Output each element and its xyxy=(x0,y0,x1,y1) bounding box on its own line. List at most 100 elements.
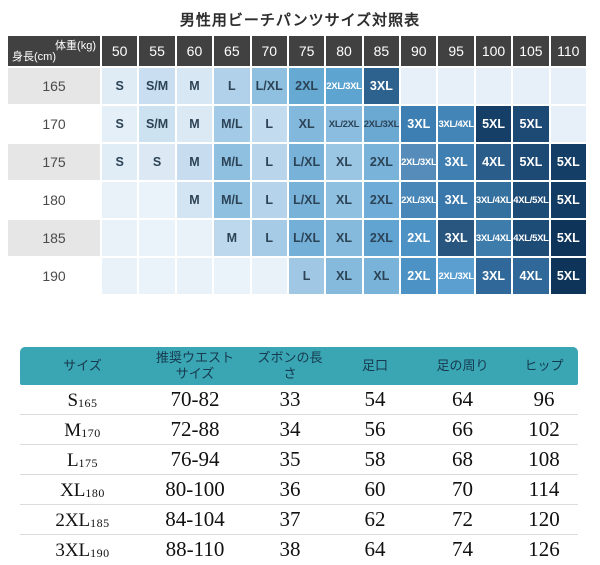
detail-value-cell: 80-100 xyxy=(165,477,225,501)
size-cell: 5XL xyxy=(550,258,586,294)
size-cell: 2XL/3XL xyxy=(326,68,362,104)
size-cell: L xyxy=(251,182,287,218)
size-label-cell: L175 xyxy=(20,447,145,472)
detail-table-row: S165 70-82 33 54 64 96 xyxy=(20,385,578,415)
size-label-cell: 2XL185 xyxy=(20,507,145,532)
size-cell: 5XL xyxy=(513,106,549,142)
size-cell: 3XL xyxy=(438,220,474,256)
height-row-header: 170 xyxy=(8,106,100,142)
size-cell: 3XL xyxy=(401,106,437,142)
size-cell: S xyxy=(139,144,175,180)
page-title: 男性用ビーチパンツサイズ対照表 xyxy=(179,12,421,29)
weight-column-header: 95 xyxy=(438,36,474,66)
size-cell: M xyxy=(176,106,213,142)
size-cell: M xyxy=(176,182,213,218)
size-cell: 4XL/5XL xyxy=(513,220,549,256)
detail-value-cell: 37 xyxy=(279,507,301,531)
detail-value-cell: 56 xyxy=(364,417,386,441)
empty-cell xyxy=(550,106,586,142)
size-cell: 4XL/5XL xyxy=(513,182,549,218)
height-row-header: 190 xyxy=(8,258,100,294)
size-height-subscript: 175 xyxy=(78,456,99,470)
size-cell: XL xyxy=(288,106,325,142)
weight-column-header: 50 xyxy=(102,36,138,66)
empty-cell xyxy=(401,68,437,104)
size-cell: L/XL xyxy=(251,68,287,104)
detail-value-cell: 68 xyxy=(452,447,473,471)
size-name: S xyxy=(67,390,79,411)
size-cell: 2XL xyxy=(363,220,400,256)
detail-value-cell: 64 xyxy=(452,387,473,411)
detail-value-cell: 58 xyxy=(364,447,386,471)
size-cell: 3XL/4XL xyxy=(475,182,512,218)
empty-cell xyxy=(139,220,175,256)
detail-column-header: ヒップ xyxy=(524,357,564,373)
size-name: 3XL xyxy=(55,540,91,561)
detail-value-cell: 54 xyxy=(364,387,386,411)
detail-value-cell: 35 xyxy=(279,447,301,471)
size-cell: XL xyxy=(326,182,362,218)
size-cell: 5XL xyxy=(550,144,586,180)
detail-value-cell: 72-88 xyxy=(170,417,220,441)
size-cell: L/XL xyxy=(288,144,325,180)
size-height-subscript: 185 xyxy=(90,516,110,530)
detail-size-table: サイズ 推奨ウエストサイズ ズボンの長さ 足口 足の周り ヒップ S165 70-82 33 5… xyxy=(20,347,578,564)
size-name: 2XL xyxy=(55,510,91,531)
weight-column-header: 65 xyxy=(214,36,250,66)
height-row-header: 185 xyxy=(8,220,100,256)
size-cell: 3XL xyxy=(363,68,400,104)
empty-cell xyxy=(550,68,586,104)
size-cell: M/L xyxy=(214,106,250,142)
size-cell: 2XL/3XL xyxy=(401,182,437,218)
empty-cell xyxy=(102,182,138,218)
size-cell: 5XL xyxy=(475,106,512,142)
size-cell: 3XL xyxy=(438,144,474,180)
detail-value-cell: 66 xyxy=(452,417,473,441)
size-cell: 3XL/4XL xyxy=(438,106,474,142)
size-cell: 5XL xyxy=(550,182,586,218)
weight-column-header: 80 xyxy=(326,36,362,66)
size-cell: S xyxy=(102,106,138,142)
weight-column-header: 70 xyxy=(251,36,287,66)
detail-column-header: 足口 xyxy=(361,357,388,373)
detail-column-header: 足の周り xyxy=(436,357,489,373)
size-cell: XL xyxy=(326,220,362,256)
size-name: L xyxy=(66,450,79,471)
detail-value-cell: 60 xyxy=(364,477,386,501)
size-cell: M xyxy=(214,220,250,256)
size-cell: 2XL xyxy=(401,258,437,294)
size-cell: 5XL xyxy=(550,220,586,256)
detail-value-cell: 72 xyxy=(452,507,473,531)
detail-value-cell: 74 xyxy=(452,537,473,561)
size-cell: 3XL xyxy=(438,182,474,218)
size-cell: 2XL xyxy=(288,68,325,104)
size-label-cell: S165 xyxy=(20,387,145,412)
weight-column-header: 75 xyxy=(288,36,325,66)
size-cell: S/M xyxy=(139,106,175,142)
size-cell: L xyxy=(214,68,250,104)
size-cell: L xyxy=(251,220,287,256)
weight-column-header: 105 xyxy=(513,36,549,66)
detail-value-cell: 62 xyxy=(364,507,386,531)
matrix-corner-cell: 体重(kg) 身長(cm) xyxy=(8,36,100,66)
detail-value-cell: 76-94 xyxy=(170,447,220,471)
size-label-cell: M170 xyxy=(20,417,145,442)
size-height-subscript: 180 xyxy=(85,486,105,500)
size-cell: S xyxy=(102,144,138,180)
size-height-subscript: 170 xyxy=(81,426,101,440)
detail-value-cell: 70-82 xyxy=(170,387,220,411)
detail-value-cell: 114 xyxy=(528,477,560,501)
weight-column-header: 90 xyxy=(401,36,437,66)
weight-column-header: 110 xyxy=(550,36,586,66)
size-cell: M/L xyxy=(214,182,250,218)
height-row-header: 165 xyxy=(8,68,100,104)
detail-value-cell: 84-104 xyxy=(165,507,225,531)
size-matrix-table: 体重(kg) 身長(cm) 50 55 60 65 70 75 80 85 90 95 100 105… xyxy=(8,36,586,294)
size-cell: 2XL xyxy=(363,182,400,218)
empty-cell xyxy=(214,258,250,294)
size-cell: XL/2XL xyxy=(326,106,362,142)
detail-value-cell: 102 xyxy=(528,417,560,441)
size-cell: XL xyxy=(326,258,362,294)
detail-table-row: 2XL185 84-104 37 62 72 120 xyxy=(20,505,578,535)
detail-table-row: 3XL190 88-110 38 64 74 126 xyxy=(20,535,578,564)
